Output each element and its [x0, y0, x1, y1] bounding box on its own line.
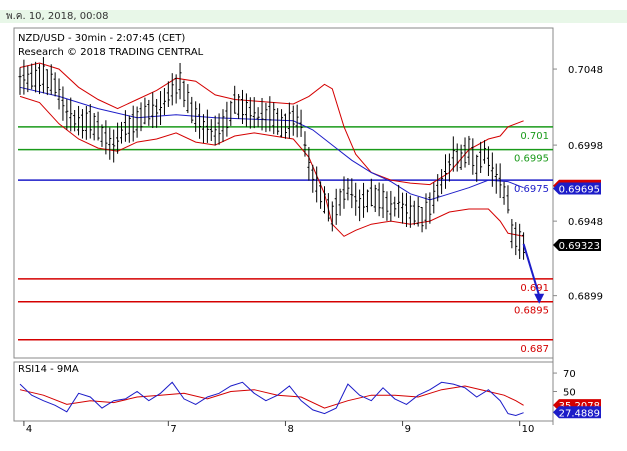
- chart-subtitle: Research © 2018 TRADING CENTRAL: [18, 47, 204, 58]
- x-tick-label: 4: [26, 424, 32, 435]
- price-tick-label: 0.6948: [568, 217, 603, 228]
- x-tick-label: 9: [405, 424, 411, 435]
- price-panel-border: [13, 27, 554, 359]
- chart-title: NZD/USD - 30min - 2:07:45 (CET): [18, 33, 185, 44]
- date-bar: พ.ค. 10, 2018, 00:08: [0, 10, 627, 23]
- price-tick-label: 0.6899: [568, 292, 603, 303]
- level-label: 0.6895: [514, 306, 549, 317]
- rsi-ma-line: [19, 385, 524, 409]
- x-tick-label: 8: [287, 424, 293, 435]
- rsi-line: [19, 381, 524, 417]
- rsi-title: RSI14 - 9MA: [18, 364, 79, 375]
- x-tick-label: 7: [170, 424, 176, 435]
- level-label: 0.6995: [514, 154, 549, 165]
- date-text: พ.ค. 10, 2018, 00:08: [6, 11, 109, 22]
- price-series-layer: [18, 57, 545, 304]
- rsi-tick-label: 70: [563, 369, 576, 380]
- price-badge: [553, 182, 601, 195]
- price-badge: [553, 239, 601, 252]
- level-label: 0.6975: [514, 184, 549, 195]
- price-badge-label: 0.69695: [559, 184, 600, 195]
- bollinger-upper-line: [19, 62, 524, 186]
- axes-layer: 0.70480.69980.69480.68994789100.697130.6…: [23, 65, 603, 435]
- level-label: 0.701: [520, 131, 549, 142]
- rsi-panel: [19, 381, 524, 417]
- rsi-badge-label: 27.4889: [559, 408, 600, 419]
- level-label: 0.687: [520, 344, 549, 355]
- bollinger-lower-line: [19, 95, 524, 237]
- forecast-arrow-shaft: [522, 243, 541, 297]
- rsi-tick-label: 50: [563, 388, 576, 399]
- moving-average-line: [19, 86, 524, 201]
- forecast-arrow-head: [534, 293, 545, 304]
- price-badge-label: 0.69323: [559, 241, 600, 252]
- x-tick-label: 10: [522, 424, 535, 435]
- price-tick-label: 0.7048: [568, 65, 603, 76]
- rsi-badge: [553, 406, 601, 419]
- chart-frame: [13, 27, 554, 425]
- level-label: 0.691: [520, 283, 549, 294]
- price-tick-label: 0.6998: [568, 141, 603, 152]
- rsi-panel-border: [13, 361, 554, 422]
